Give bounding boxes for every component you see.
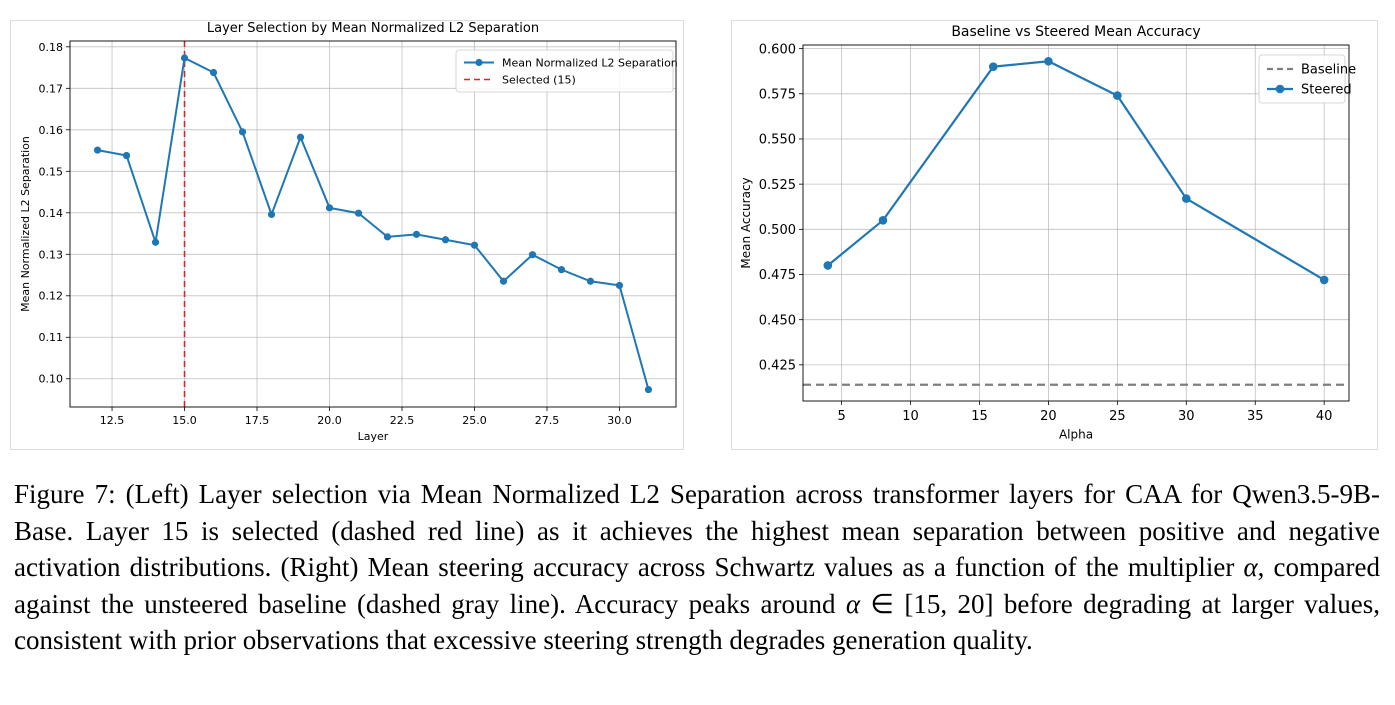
- data-point: [354, 209, 363, 217]
- y-tick-label: 0.525: [759, 178, 796, 193]
- legend-label: Selected (15): [502, 73, 576, 86]
- caption-alpha-1: α: [1243, 552, 1258, 582]
- legend-label: Steered: [1301, 83, 1352, 98]
- legend-box: [455, 49, 674, 93]
- y-tick-label: 0.18: [39, 41, 64, 54]
- data-point: [1319, 275, 1329, 285]
- caption-alpha-2: α: [845, 588, 861, 619]
- y-tick-label: 0.15: [39, 165, 64, 178]
- data-point: [615, 281, 624, 290]
- x-tick-label: 20.0: [317, 414, 342, 427]
- y-tick-label: 0.425: [759, 359, 796, 374]
- x-tick-label: 12.5: [100, 414, 125, 427]
- y-tick-label: 0.575: [759, 87, 796, 102]
- data-point: [470, 241, 479, 249]
- y-tick-label: 0.14: [39, 207, 64, 220]
- x-tick-label: 30: [1178, 409, 1195, 424]
- x-tick-label: 30.0: [607, 414, 632, 427]
- legend-label: Mean Normalized L2 Separation: [502, 56, 678, 69]
- x-tick-label: 27.5: [535, 414, 560, 427]
- data-point: [528, 251, 537, 259]
- y-axis-label: Mean Normalized L2 Separation: [19, 136, 32, 312]
- data-point: [557, 266, 566, 274]
- x-tick-label: 10: [902, 409, 919, 424]
- y-tick-label: 0.500: [759, 223, 796, 238]
- x-tick-label: 15: [971, 409, 988, 424]
- chart-title: Baseline vs Steered Mean Accuracy: [951, 24, 1200, 40]
- data-point: [878, 215, 888, 225]
- figure-caption: Figure 7: (Left) Layer selection via Mea…: [14, 476, 1380, 659]
- caption-part-1: (Left) Layer selection via Mean Normaliz…: [14, 479, 1380, 582]
- y-tick-label: 0.450: [759, 313, 796, 328]
- series-line: [97, 56, 650, 390]
- data-point: [823, 261, 833, 270]
- legend-marker-swatch: [1275, 84, 1285, 94]
- plot-frame: [802, 44, 1350, 402]
- x-tick-label: 17.5: [245, 414, 270, 427]
- y-tick-label: 0.16: [39, 124, 64, 137]
- legend-marker-swatch: [475, 58, 483, 67]
- data-point: [151, 238, 160, 246]
- alpha-accuracy-chart: Baseline vs Steered Mean Accuracy 5 10 15 20…: [739, 24, 1356, 441]
- data-point: [209, 68, 218, 77]
- y-tick-label: 0.10: [39, 373, 64, 386]
- y-tick-label: 0.12: [39, 290, 64, 303]
- data-point: [325, 204, 334, 212]
- data-point: [383, 233, 392, 241]
- data-point: [93, 146, 102, 154]
- caption-part-3: ∈ [15, 20] before degrading at larger va…: [14, 588, 1380, 656]
- left-chart-panel: Layer Selection by Mean Normalized L2 Se…: [10, 20, 684, 450]
- x-axis-label: Layer: [358, 430, 389, 443]
- x-tick-label: 25.0: [462, 414, 487, 427]
- data-point: [122, 151, 131, 160]
- data-point: [412, 230, 421, 238]
- data-point: [499, 277, 508, 285]
- caption-part-2: , compared against the unsteered baselin…: [14, 552, 1380, 619]
- right-chart-panel: Baseline vs Steered Mean Accuracy 5 10 15 20…: [731, 20, 1378, 450]
- y-tick-label: 0.17: [39, 82, 64, 95]
- data-point: [586, 277, 595, 285]
- x-tick-label: 15.0: [172, 414, 197, 427]
- x-tick-label: 20: [1040, 409, 1057, 424]
- data-point: [441, 236, 450, 244]
- chart-title: Layer Selection by Mean Normalized L2 Se…: [207, 21, 539, 36]
- data-point: [1182, 194, 1191, 203]
- data-point: [180, 54, 189, 62]
- y-tick-label: 0.475: [759, 268, 796, 283]
- data-point: [267, 210, 276, 219]
- y-tick-label: 0.13: [39, 248, 64, 261]
- x-tick-label: 25: [1109, 409, 1126, 424]
- x-tick-label: 35: [1247, 409, 1264, 424]
- figure-label: Figure 7:: [14, 479, 116, 509]
- x-tick-label: 40: [1316, 409, 1333, 424]
- y-tick-label: 0.600: [759, 42, 796, 57]
- x-tick-label: 5: [837, 409, 845, 424]
- x-axis-label: Alpha: [1059, 427, 1093, 441]
- data-point: [644, 385, 653, 394]
- x-tick-label: 22.5: [390, 414, 415, 427]
- data-point: [238, 128, 247, 136]
- data-point: [988, 62, 998, 71]
- data-point: [1044, 56, 1053, 66]
- layer-separation-chart: Layer Selection by Mean Normalized L2 Se…: [19, 21, 678, 443]
- y-tick-label: 0.11: [39, 331, 64, 344]
- legend-label: Baseline: [1301, 63, 1356, 78]
- data-point: [1113, 91, 1122, 100]
- y-axis-label: Mean Accuracy: [739, 177, 753, 268]
- y-tick-label: 0.550: [759, 133, 796, 148]
- data-point: [296, 133, 305, 141]
- plot-frame: [69, 40, 677, 408]
